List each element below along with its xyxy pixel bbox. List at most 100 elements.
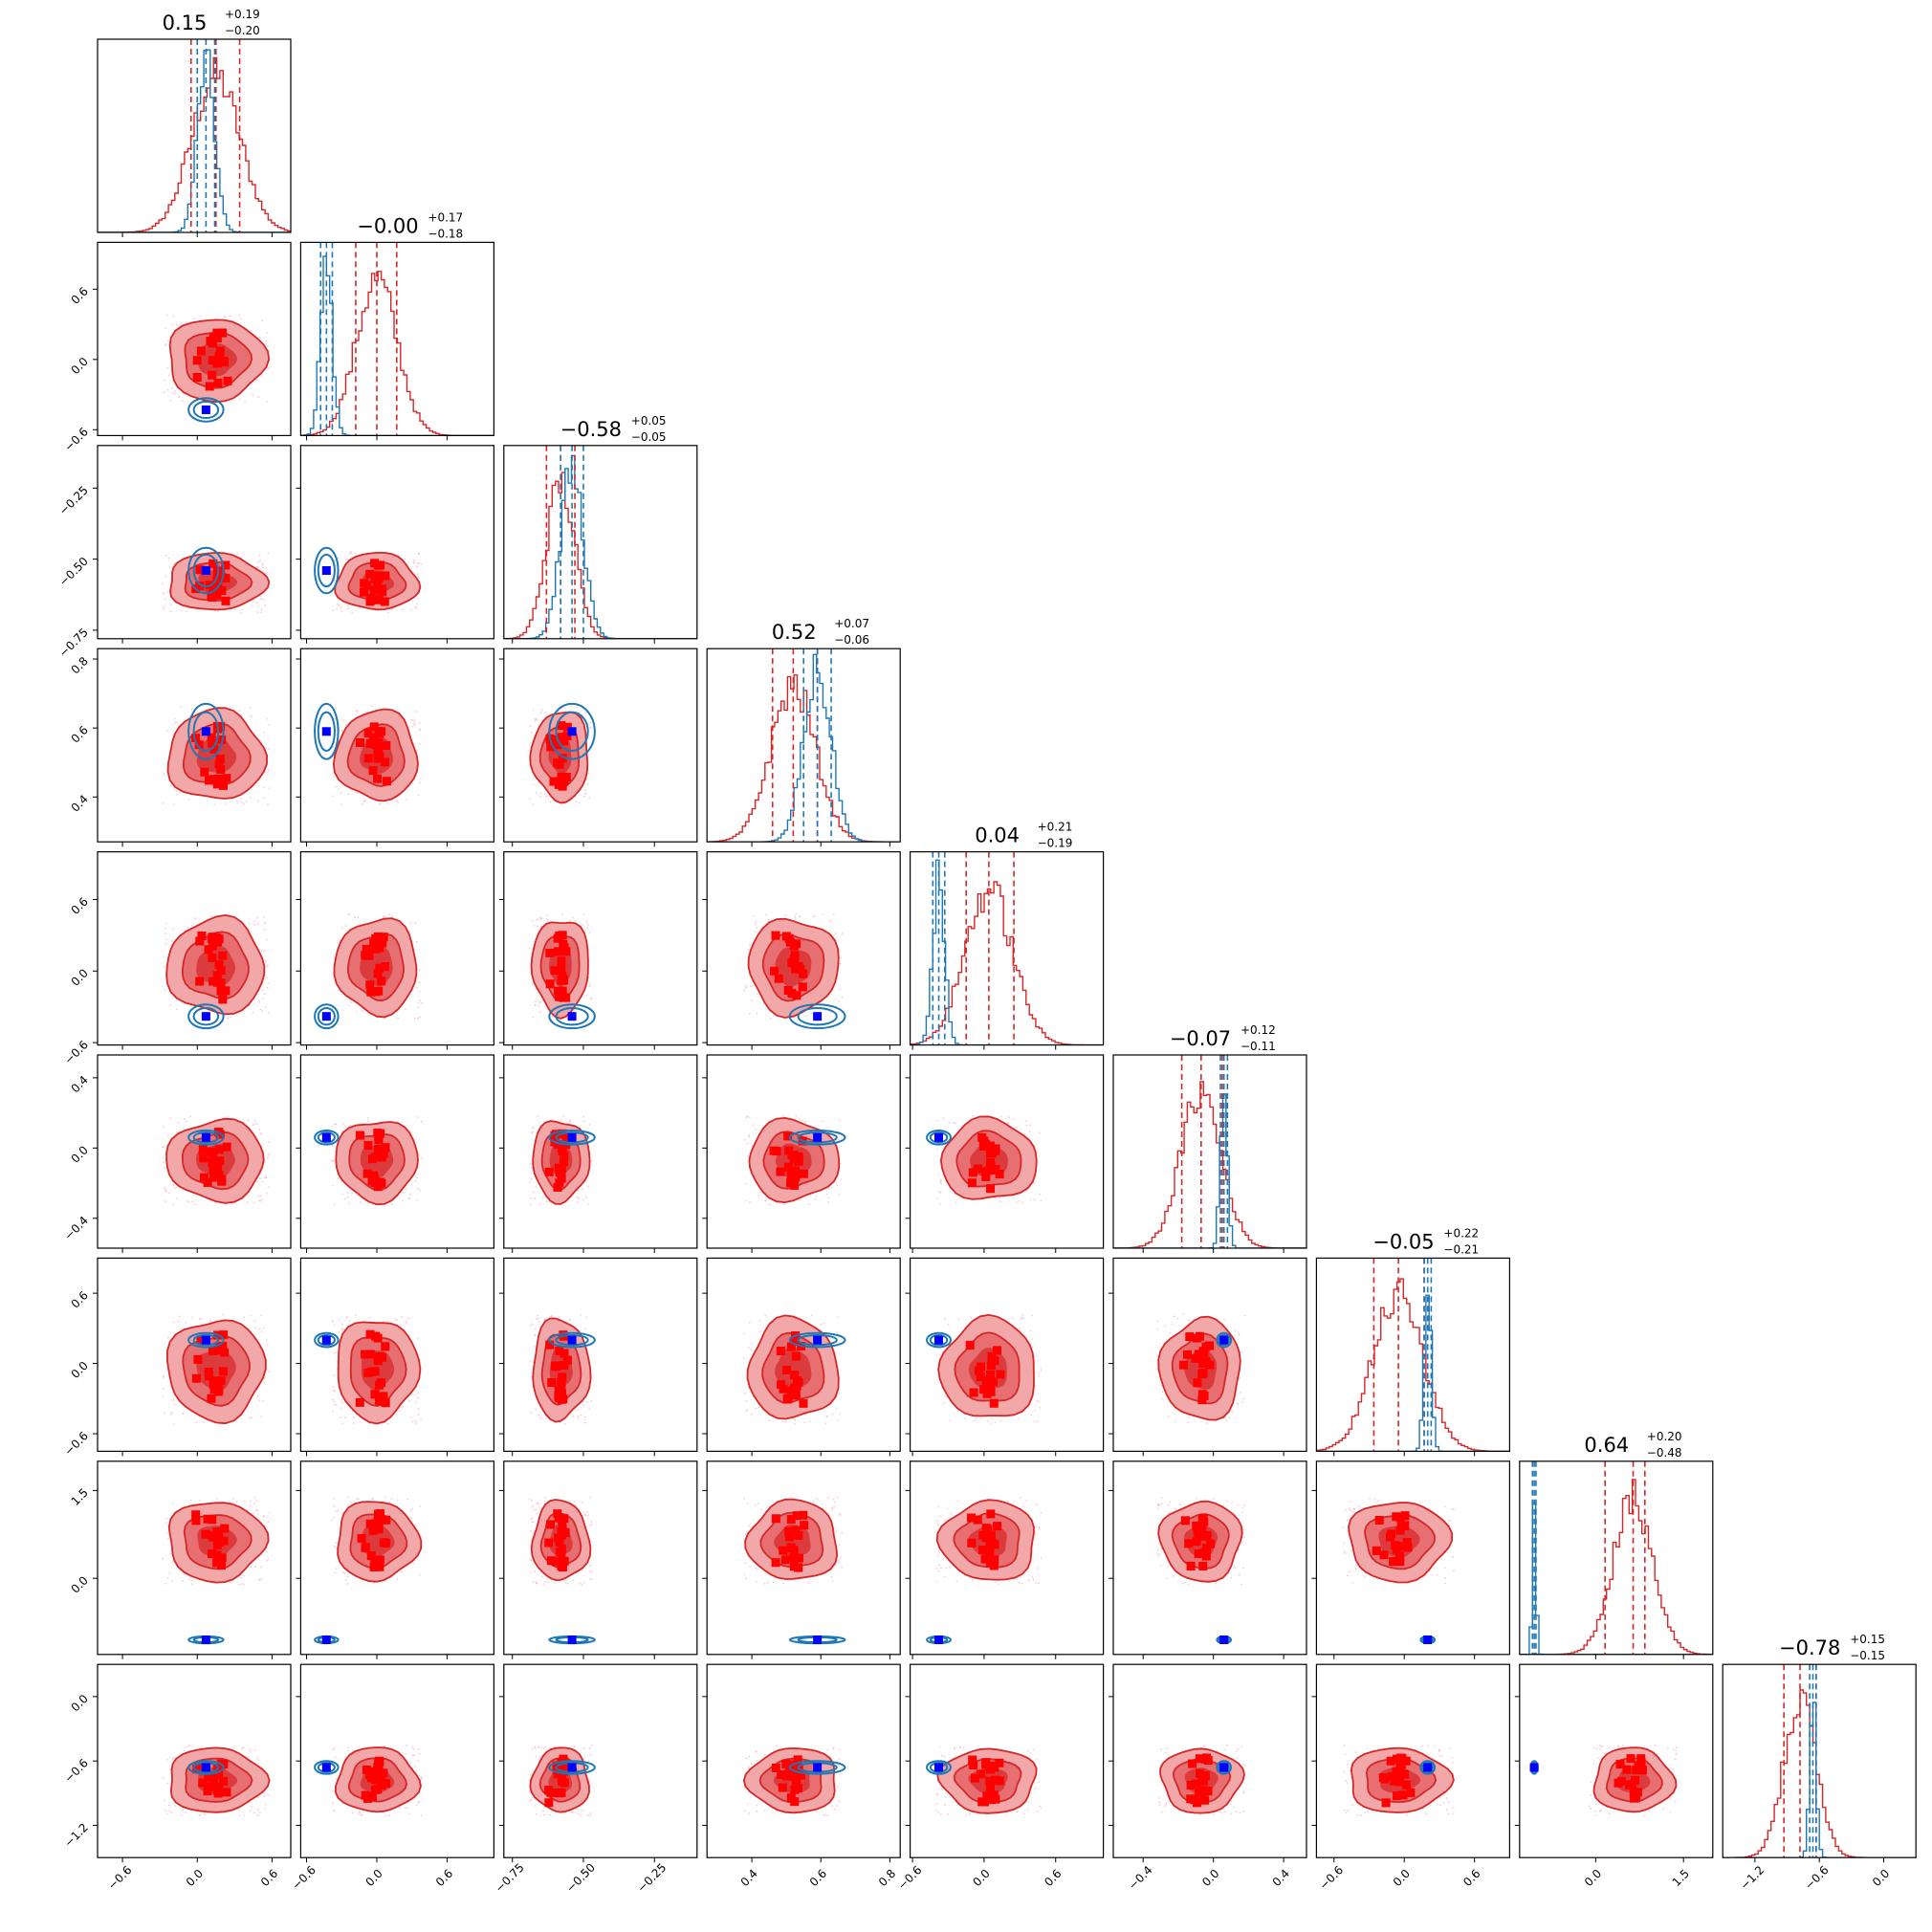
sample-point (828, 919, 831, 922)
sample-point (175, 1197, 178, 1199)
sample-point (833, 1505, 835, 1508)
sample-point (1007, 1122, 1010, 1125)
sample-point (162, 1155, 165, 1158)
red-marker (1391, 1541, 1400, 1550)
red-marker (370, 1174, 380, 1183)
red-marker (993, 1522, 1002, 1531)
sample-point (822, 1322, 824, 1325)
red-marker (977, 1546, 987, 1555)
red-marker (1198, 1369, 1208, 1378)
sample-point (402, 1191, 404, 1194)
sample-point (399, 1324, 402, 1327)
title-minus: −0.48 (1647, 1446, 1682, 1460)
red-marker (382, 1515, 391, 1525)
red-marker (990, 1540, 999, 1549)
sample-point (267, 1156, 269, 1159)
sample-point (1155, 1328, 1158, 1330)
red-marker (191, 734, 201, 743)
sample-point (1158, 1504, 1161, 1506)
sample-point (390, 1498, 393, 1501)
sample-point (192, 318, 195, 319)
sample-point (1156, 1507, 1159, 1510)
sample-point (748, 1201, 751, 1203)
sample-point (1215, 1582, 1218, 1585)
red-marker (789, 1154, 799, 1164)
sample-point (258, 1399, 261, 1402)
sample-point (1019, 1328, 1021, 1329)
sample-point (227, 1115, 229, 1118)
sample-point (165, 942, 167, 945)
title-minus: −0.06 (834, 633, 869, 647)
red-marker (560, 1349, 569, 1358)
red-marker (214, 567, 224, 577)
sample-point (754, 931, 757, 933)
sample-point (388, 1501, 391, 1504)
sample-point (530, 1167, 533, 1169)
red-marker (212, 779, 222, 789)
sample-point (268, 367, 270, 369)
blue-marker (321, 727, 331, 736)
sample-point (416, 1337, 419, 1340)
red-marker (375, 943, 384, 953)
blue-contour (314, 1331, 340, 1349)
sample-point (590, 1520, 593, 1523)
sample-point (755, 1407, 757, 1410)
sample-point (1008, 1116, 1010, 1119)
sample-point (184, 1811, 187, 1813)
sample-point (204, 1813, 206, 1816)
sample-point (349, 551, 352, 554)
red-marker (212, 334, 222, 343)
red-marker (208, 356, 217, 365)
sample-point (1033, 1420, 1036, 1423)
blue-contour (788, 1331, 846, 1349)
red-marker (1374, 1515, 1384, 1525)
sample-point (572, 1416, 575, 1417)
red-marker (207, 733, 216, 742)
red-marker (786, 1515, 796, 1525)
blue-contour (187, 1331, 225, 1349)
sample-point (335, 707, 338, 709)
sample-point (414, 723, 416, 726)
red-marker (203, 1177, 212, 1187)
sample-point (337, 1509, 339, 1512)
red-marker (783, 1394, 793, 1403)
sample-point (1444, 1567, 1446, 1570)
sample-point (163, 391, 165, 394)
red-marker (1379, 1550, 1389, 1560)
sample-point (342, 719, 345, 721)
blue-contour (1216, 1331, 1233, 1349)
red-marker (557, 963, 566, 973)
sample-point (588, 797, 591, 799)
red-marker (355, 1397, 364, 1407)
sample-point (260, 608, 263, 611)
sample-point (408, 922, 411, 925)
sample-point (585, 1196, 587, 1198)
red-marker (198, 1145, 208, 1154)
sample-point (173, 1756, 176, 1759)
sample-point (417, 562, 420, 565)
red-marker (214, 1385, 224, 1394)
sample-point (808, 1420, 811, 1423)
sample-point (530, 1559, 533, 1562)
sample-point (334, 1571, 337, 1574)
sample-point (590, 1160, 593, 1162)
sample-point (1358, 1505, 1360, 1507)
sample-point (337, 941, 339, 944)
title-plus: +0.22 (1443, 1226, 1479, 1240)
sample-point (767, 918, 770, 921)
red-marker (363, 754, 373, 763)
red-marker (1180, 1516, 1190, 1526)
blue-contour (314, 702, 340, 760)
red-marker (794, 1530, 803, 1540)
sample-point (238, 314, 241, 317)
sample-point (235, 1501, 238, 1504)
sample-point (585, 1316, 588, 1319)
sample-point (417, 597, 420, 600)
sample-point (570, 705, 573, 708)
sample-point (167, 1810, 170, 1811)
sample-point (168, 1192, 170, 1195)
red-marker (216, 966, 226, 976)
sample-point (767, 1581, 770, 1584)
sample-point (827, 1197, 830, 1199)
sample-point (235, 800, 238, 802)
